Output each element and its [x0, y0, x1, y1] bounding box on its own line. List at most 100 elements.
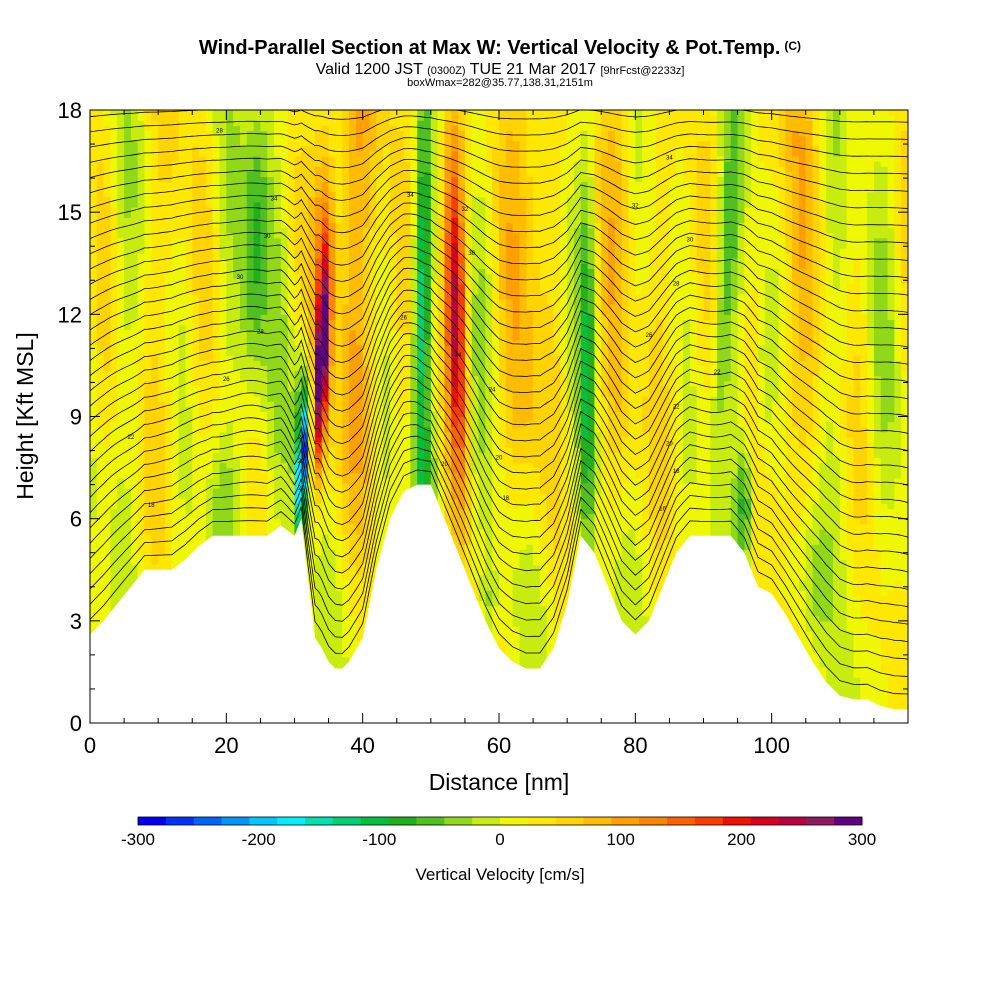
- velocity-cell: [240, 371, 247, 377]
- velocity-cell: [247, 437, 254, 443]
- velocity-cell: [363, 136, 370, 142]
- velocity-cell: [192, 360, 199, 366]
- velocity-cell: [220, 151, 227, 157]
- velocity-cell: [131, 503, 138, 509]
- velocity-cell: [260, 176, 267, 182]
- velocity-cell: [158, 549, 165, 555]
- velocity-cell: [110, 146, 117, 152]
- velocity-cell: [213, 238, 220, 244]
- velocity-cell: [267, 110, 274, 116]
- velocity-cell: [138, 248, 145, 254]
- velocity-cell: [329, 115, 336, 121]
- velocity-cell: [267, 141, 274, 147]
- velocity-cell: [131, 314, 138, 320]
- velocity-cell: [247, 462, 254, 468]
- velocity-cell: [220, 136, 227, 142]
- velocity-cell: [97, 381, 104, 387]
- velocity-cell: [145, 452, 152, 458]
- velocity-cell: [342, 437, 349, 443]
- velocity-cell: [315, 120, 322, 126]
- velocity-cell: [349, 294, 356, 300]
- velocity-cell: [220, 161, 227, 167]
- velocity-cell: [322, 136, 329, 142]
- velocity-cell: [356, 437, 363, 443]
- velocity-cell: [335, 171, 342, 177]
- velocity-cell: [240, 284, 247, 290]
- velocity-cell: [199, 212, 206, 218]
- velocity-cell: [145, 156, 152, 162]
- velocity-cell: [356, 212, 363, 218]
- velocity-cell: [131, 125, 138, 131]
- velocity-cell: [110, 360, 117, 366]
- velocity-cell: [288, 166, 295, 172]
- velocity-cell: [349, 406, 356, 412]
- velocity-cell: [124, 514, 131, 520]
- velocity-cell: [226, 289, 233, 295]
- velocity-cell: [247, 335, 254, 341]
- velocity-cell: [192, 207, 199, 213]
- velocity-cell: [192, 355, 199, 361]
- velocity-cell: [199, 227, 206, 233]
- velocity-cell: [165, 110, 172, 116]
- velocity-cell: [322, 233, 329, 239]
- velocity-cell: [172, 340, 179, 346]
- velocity-cell: [192, 182, 199, 188]
- velocity-cell: [158, 529, 165, 535]
- velocity-cell: [233, 309, 240, 315]
- velocity-cell: [335, 233, 342, 239]
- velocity-cell: [206, 279, 213, 285]
- velocity-cell: [315, 600, 322, 606]
- velocity-cell: [179, 498, 186, 504]
- velocity-cell: [213, 355, 220, 361]
- velocity-cell: [145, 417, 152, 423]
- velocity-cell: [199, 294, 206, 300]
- velocity-cell: [90, 401, 97, 407]
- velocity-cell: [206, 391, 213, 397]
- velocity-cell: [213, 192, 220, 198]
- velocity-cell: [274, 212, 281, 218]
- velocity-cell: [247, 141, 254, 147]
- velocity-cell: [158, 396, 165, 402]
- velocity-cell: [158, 381, 165, 387]
- velocity-cell: [110, 539, 117, 545]
- velocity-cell: [315, 243, 322, 249]
- velocity-cell: [281, 304, 288, 310]
- velocity-cell: [185, 268, 192, 274]
- velocity-cell: [110, 115, 117, 121]
- velocity-cell: [335, 222, 342, 228]
- velocity-cell: [117, 590, 124, 596]
- velocity-cell: [199, 110, 206, 116]
- velocity-cell: [342, 560, 349, 566]
- velocity-cell: [213, 478, 220, 484]
- velocity-cell: [138, 279, 145, 285]
- velocity-cell: [342, 187, 349, 193]
- velocity-cell: [206, 166, 213, 172]
- velocity-cell: [363, 166, 370, 172]
- velocity-cell: [226, 514, 233, 520]
- velocity-cell: [97, 284, 104, 290]
- velocity-cell: [117, 110, 124, 116]
- velocity-cell: [329, 279, 336, 285]
- velocity-cell: [138, 141, 145, 147]
- velocity-cell: [342, 125, 349, 131]
- velocity-cell: [145, 432, 152, 438]
- velocity-cell: [240, 309, 247, 315]
- velocity-cell: [288, 233, 295, 239]
- velocity-cell: [315, 360, 322, 366]
- velocity-cell: [213, 263, 220, 269]
- velocity-cell: [179, 549, 186, 555]
- velocity-cell: [90, 371, 97, 377]
- velocity-cell: [124, 120, 131, 126]
- velocity-cell: [329, 524, 336, 530]
- velocity-cell: [247, 136, 254, 142]
- velocity-cell: [158, 304, 165, 310]
- velocity-cell: [192, 524, 199, 530]
- velocity-cell: [192, 258, 199, 264]
- velocity-cell: [274, 396, 281, 402]
- velocity-cell: [213, 335, 220, 341]
- velocity-cell: [131, 355, 138, 361]
- velocity-cell: [90, 227, 97, 233]
- velocity-cell: [342, 120, 349, 126]
- velocity-cell: [233, 524, 240, 530]
- velocity-cell: [254, 136, 261, 142]
